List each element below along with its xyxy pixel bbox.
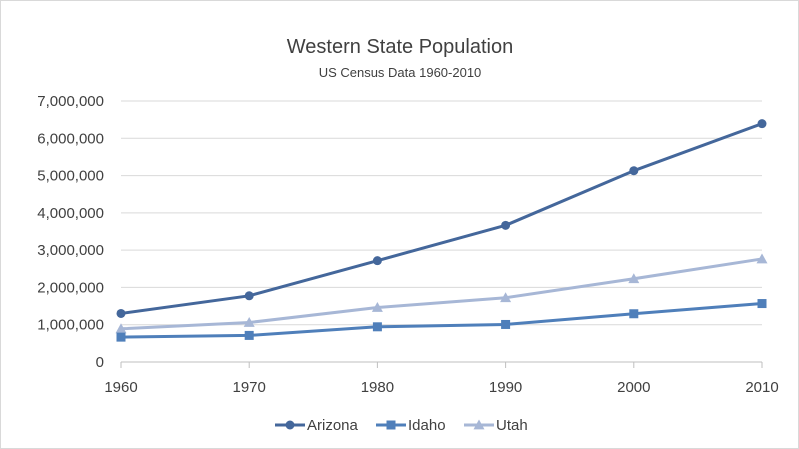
legend-marker	[285, 420, 295, 430]
legend-marker	[473, 419, 485, 430]
legend-item-arizona: Arizona	[275, 417, 359, 434]
data-point-arizona	[116, 308, 126, 318]
data-point-idaho	[757, 299, 767, 309]
data-point-arizona	[629, 166, 639, 176]
data-point-utah	[371, 302, 383, 312]
axes: 0 1,000,000 2,000,000 3,000,000 4,000,000 5,0…	[37, 93, 778, 396]
x-tick-label: 1980	[361, 379, 394, 396]
data-point-utah	[628, 273, 640, 284]
chart-title: Western State Population	[287, 36, 513, 58]
data-point-arizona	[244, 291, 254, 301]
legend-item-idaho: Idaho	[376, 417, 446, 434]
x-tick-label: 2010	[745, 379, 778, 396]
y-tick-label: 5,000,000	[37, 168, 104, 185]
chart-subtitle: US Census Data 1960-2010	[319, 65, 482, 80]
series-group	[115, 119, 768, 342]
legend-marker	[386, 420, 396, 430]
data-point-idaho	[244, 330, 254, 340]
data-point-arizona	[757, 119, 767, 129]
data-point-idaho	[116, 332, 126, 342]
data-point-utah	[500, 292, 512, 303]
data-point-idaho	[629, 309, 639, 319]
y-tick-label: 6,000,000	[37, 130, 104, 147]
data-point-idaho	[372, 322, 382, 332]
x-tick-label: 1960	[104, 379, 137, 396]
series-line-arizona	[120, 122, 763, 315]
x-tick-label: 1970	[233, 379, 266, 396]
y-tick-label: 0	[96, 354, 104, 371]
series-line-idaho	[120, 302, 763, 339]
data-point-idaho	[501, 319, 511, 329]
y-tick-label: 3,000,000	[37, 242, 104, 259]
legend: Arizona Idaho Utah	[275, 417, 528, 434]
legend-item-utah: Utah	[464, 417, 528, 434]
data-point-utah	[115, 323, 127, 334]
data-point-utah	[243, 317, 255, 327]
y-tick-label: 1,000,000	[37, 317, 104, 334]
legend-label: Idaho	[408, 417, 446, 434]
legend-label: Arizona	[307, 417, 359, 434]
data-point-arizona	[372, 256, 382, 266]
y-tick-label: 2,000,000	[37, 279, 104, 296]
x-tick-label: 2000	[617, 379, 650, 396]
series-line-utah	[120, 257, 763, 331]
x-tick-label: 1990	[489, 379, 522, 396]
data-point-arizona	[501, 220, 511, 230]
data-point-utah	[756, 253, 768, 264]
y-tick-label: 4,000,000	[37, 205, 104, 222]
y-tick-label: 7,000,000	[37, 93, 104, 110]
legend-label: Utah	[496, 417, 528, 434]
